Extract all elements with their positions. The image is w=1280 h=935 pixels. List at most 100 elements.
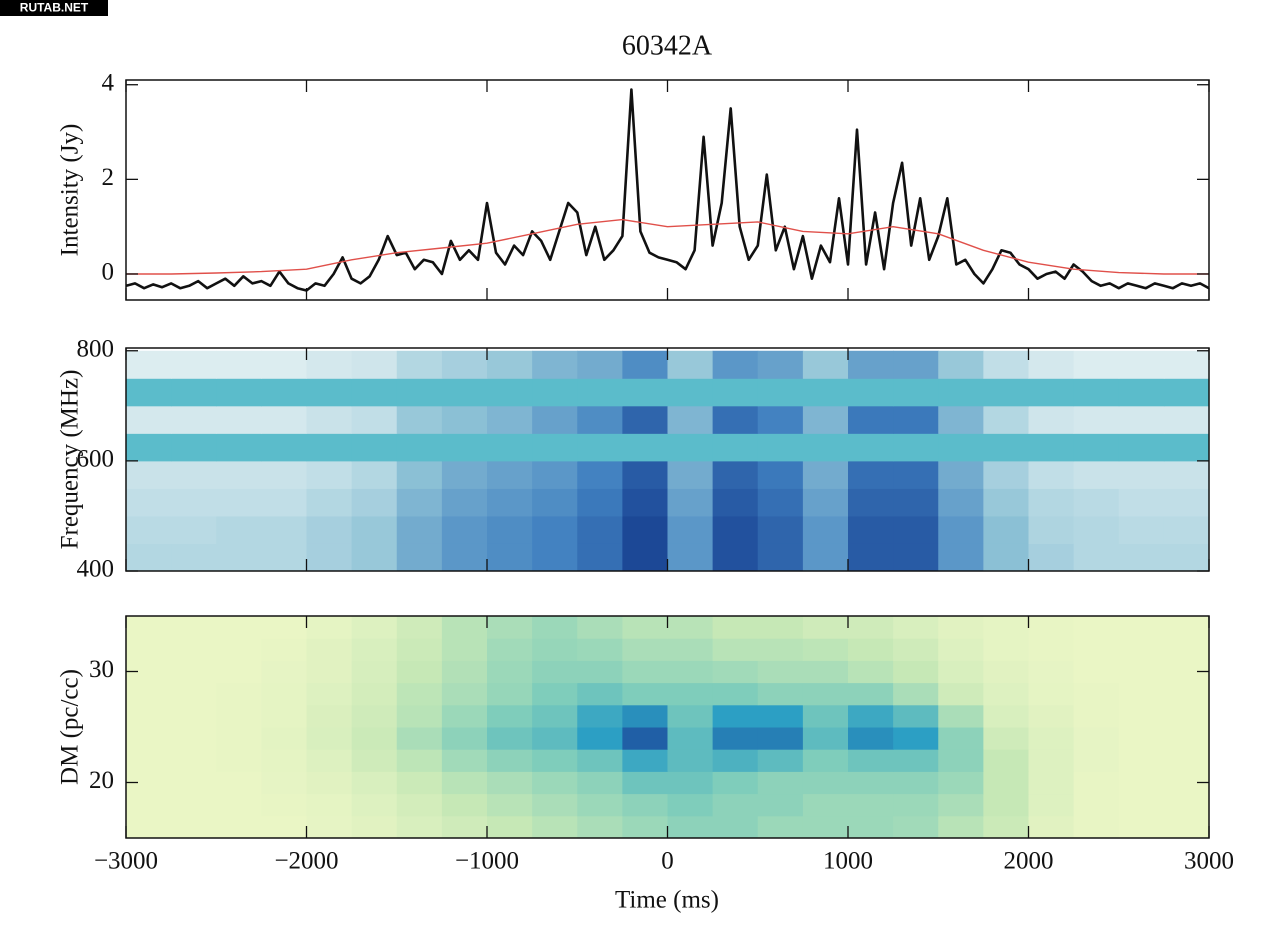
heatmap-cell xyxy=(712,727,759,750)
heatmap-cell xyxy=(983,727,1029,750)
heatmap-cell xyxy=(487,727,533,750)
masked-cell xyxy=(667,378,714,407)
heatmap-cell xyxy=(306,638,353,661)
heatmap-cell xyxy=(261,515,307,544)
heatmap-cell xyxy=(351,682,398,706)
heatmap-cell xyxy=(667,749,714,772)
heatmap-cell xyxy=(441,515,488,544)
heatmap-cell xyxy=(757,682,804,706)
x-tick-label: −2000 xyxy=(274,848,338,875)
heatmap-cell xyxy=(848,682,894,706)
masked-cell xyxy=(396,433,443,462)
heatmap-cell xyxy=(1073,660,1120,684)
heatmap-cell xyxy=(216,771,262,795)
masked-cell xyxy=(757,433,804,462)
heatmap-cell xyxy=(893,660,939,684)
heatmap-cell xyxy=(532,543,578,571)
heatmap-cell xyxy=(306,543,353,571)
heatmap-cell xyxy=(712,749,759,772)
heatmap-cell xyxy=(1163,460,1209,489)
y-tick-label: 600 xyxy=(77,446,115,473)
heatmap-cell xyxy=(441,815,488,838)
heatmap-cell xyxy=(667,515,714,544)
masked-cell xyxy=(441,433,488,462)
heatmap-cell xyxy=(848,488,894,517)
heatmap-cell xyxy=(667,682,714,706)
heatmap-cell xyxy=(306,350,353,379)
heatmap-cell xyxy=(577,350,623,379)
heatmap-cell xyxy=(1028,616,1075,639)
heatmap-cell xyxy=(351,793,398,817)
masked-cell xyxy=(171,378,217,407)
heatmap-cell xyxy=(1118,460,1165,489)
heatmap-cell xyxy=(1163,405,1209,434)
heatmap-cell xyxy=(893,488,939,517)
heatmap-cell xyxy=(848,749,894,772)
heatmap-cell xyxy=(396,460,443,489)
heatmap-cell xyxy=(938,704,984,728)
masked-cell xyxy=(1118,378,1165,407)
heatmap-cell xyxy=(216,682,262,706)
heatmap-cell xyxy=(216,405,262,434)
heatmap-cell xyxy=(441,405,488,434)
heatmap-cell xyxy=(441,793,488,817)
heatmap-cell xyxy=(441,682,488,706)
heatmap-cell xyxy=(306,616,353,639)
heatmap-cell xyxy=(893,460,939,489)
heatmap-cell xyxy=(622,488,668,517)
heatmap-cell xyxy=(532,515,578,544)
masked-cell xyxy=(893,378,939,407)
heatmap-cell xyxy=(712,515,759,544)
heatmap-cell xyxy=(261,682,307,706)
heatmap-cell xyxy=(712,771,759,795)
heatmap-cell xyxy=(1028,488,1075,517)
heatmap-cell xyxy=(893,793,939,817)
heatmap-cell xyxy=(848,405,894,434)
heatmap-cell xyxy=(261,460,307,489)
masked-cell xyxy=(1028,378,1075,407)
heatmap-cell xyxy=(396,793,443,817)
heatmap-cell xyxy=(848,515,894,544)
heatmap-cell xyxy=(1073,704,1120,728)
heatmap-cell xyxy=(171,749,217,772)
heatmap-cell xyxy=(1163,727,1209,750)
heatmap-cell xyxy=(1163,515,1209,544)
heatmap-cell xyxy=(1118,704,1165,728)
heatmap-cell xyxy=(171,638,217,661)
heatmap-cell xyxy=(351,616,398,639)
heatmap-cell xyxy=(1028,704,1075,728)
heatmap-cell xyxy=(487,815,533,838)
heatmap-cell xyxy=(577,704,623,728)
heatmap-cell xyxy=(938,660,984,684)
heatmap-cell xyxy=(216,488,262,517)
heatmap-cell xyxy=(893,682,939,706)
heatmap-cell xyxy=(1118,515,1165,544)
heatmap-cell xyxy=(983,815,1029,838)
heatmap-cell xyxy=(532,660,578,684)
heatmap-cell xyxy=(261,616,307,639)
heatmap-cell xyxy=(1163,616,1209,639)
heatmap-cell xyxy=(1073,749,1120,772)
heatmap-cell xyxy=(351,543,398,571)
heatmap-cell xyxy=(306,727,353,750)
heatmap-cell xyxy=(757,815,804,838)
heatmap-cell xyxy=(487,771,533,795)
heatmap-cell xyxy=(983,704,1029,728)
heatmap-cell xyxy=(1073,488,1120,517)
heatmap-cell xyxy=(532,815,578,838)
heatmap-cell xyxy=(848,815,894,838)
masked-cell xyxy=(1073,378,1120,407)
y-tick-label: 30 xyxy=(89,656,114,683)
heatmap-cell xyxy=(126,638,172,661)
heatmap-cell xyxy=(1118,488,1165,517)
heatmap-cell xyxy=(893,749,939,772)
x-tick-label: −1000 xyxy=(455,848,519,875)
heatmap-cell xyxy=(532,682,578,706)
heatmap-cell xyxy=(1163,815,1209,838)
masked-cell xyxy=(487,433,533,462)
heatmap-cell xyxy=(983,350,1029,379)
masked-cell xyxy=(126,378,172,407)
x-tick-label: 0 xyxy=(661,848,674,875)
masked-cell xyxy=(171,433,217,462)
heatmap-cell xyxy=(983,749,1029,772)
